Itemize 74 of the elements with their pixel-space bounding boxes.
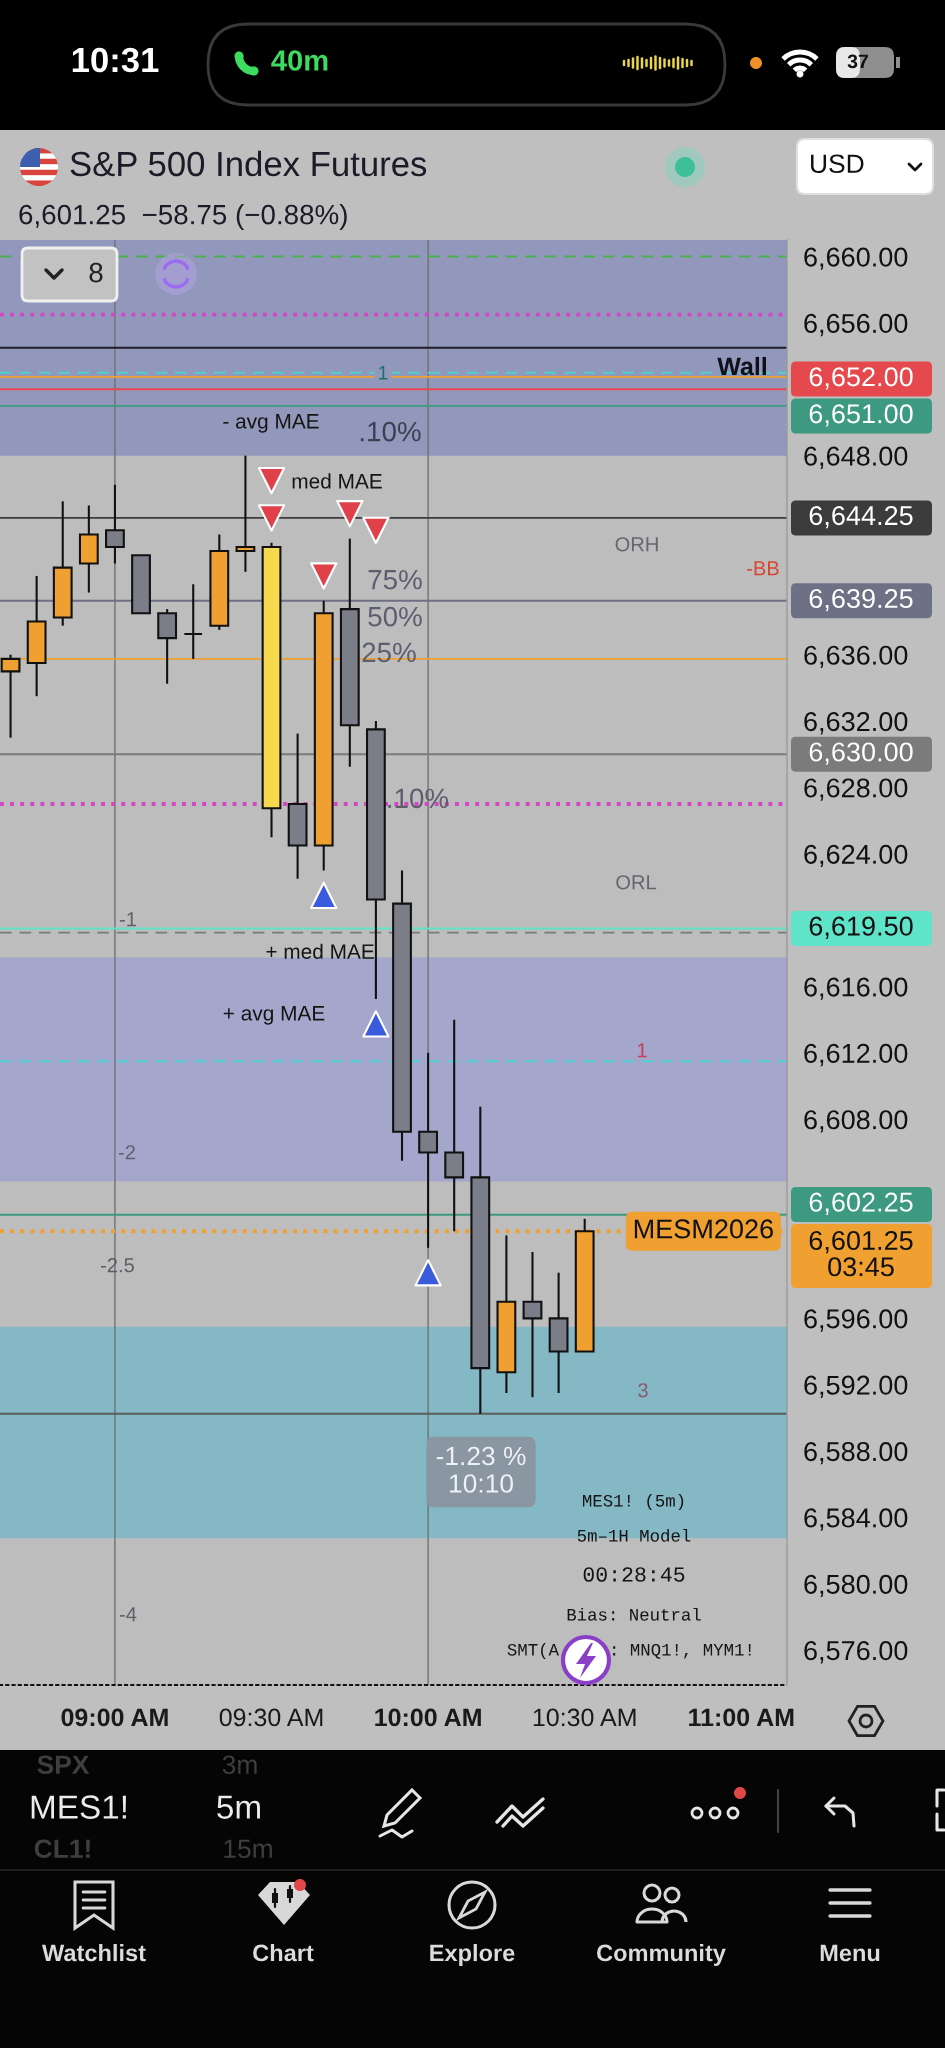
annotation: - avg MAE [223,414,319,433]
annotation: -BB [747,561,779,576]
annotation: 1 [637,1043,647,1058]
y-tick-label: 6,624.00 [804,844,908,868]
ref-line-label: 6,619.50 [809,916,913,939]
annotation: 25% [362,642,416,663]
annotation: 5m–1H Model [577,1528,691,1542]
annotation: + med MAE [266,943,374,959]
y-tick-label: 6,588.00 [804,1441,908,1465]
annotation: -2.5 [100,1258,134,1273]
text: 10:31 [72,47,159,73]
annotation: -4 [119,1607,137,1622]
y-tick-label: 6,660.00 [804,247,908,270]
text: SPX [37,1755,90,1775]
annotation: 00:28:45 [583,1567,685,1582]
ref-line-label: 6,644.25 [809,505,913,529]
annotation: -1.23 % 10:10 [436,1446,526,1493]
annotation: Wall [717,356,766,376]
x-tick-label: 10:30 AM [533,1708,636,1727]
ref-line-label: 6,639.25 [809,588,913,612]
y-tick-label: 6,628.00 [804,778,908,801]
text: 40m [271,50,328,71]
chart-subtitle: 6,601.25 −58.75 (−0.88%) [19,204,347,230]
x-tick-label: 09:30 AM [219,1708,323,1727]
ref-line-label: 6,601.25 03:45 [809,1230,913,1277]
annotation: + avg MAE [223,1006,325,1025]
ref-line-label: 6,652.00 [809,367,913,390]
text: Explore [430,1943,515,1966]
annotation: MES1! (5m) [583,1493,684,1511]
text: Watchlist [41,1943,146,1962]
text: Chart [253,1943,314,1962]
y-tick-label: 6,592.00 [804,1375,908,1398]
y-tick-label: 6,648.00 [804,446,908,469]
y-tick-label: 6,616.00 [804,977,908,1000]
annotation: 8 [89,262,103,283]
ref-line-label: 6,630.00 [809,742,913,765]
annotation: 50% [368,606,422,627]
y-tick-label: 6,596.00 [804,1309,908,1332]
y-tick-label: 6,580.00 [804,1574,908,1598]
y-tick-label: 6,608.00 [804,1110,908,1133]
annotation: 1 [379,366,388,380]
annotation: ORL [616,875,657,890]
annotation: med MAE [292,473,382,489]
chart-title: S&P 500 Index Futures [70,150,427,177]
ref-line-label: 6,602.25 [809,1192,913,1215]
text: MES1! [31,1795,126,1819]
text: CL1! [34,1839,90,1859]
annotation: -2 [118,1145,135,1160]
text: Community [597,1943,726,1966]
annotation: 75% [368,569,422,590]
y-tick-label: 6,656.00 [804,313,908,337]
text: 5m [217,1795,260,1819]
annotation: : MNQ1!, MYM1! [613,1643,751,1659]
y-tick-label: 6,584.00 [804,1508,908,1531]
y-tick-label: 6,636.00 [804,645,908,669]
y-tick-label: 6,612.00 [804,1043,908,1067]
y-tick-label: 6,576.00 [804,1641,908,1664]
x-tick-label: 10:00 AM [375,1708,481,1727]
text: USD [811,154,864,174]
annotation: ORH [615,537,658,552]
annotation: SMT(A [507,1642,559,1660]
x-tick-label: 09:00 AM [61,1708,168,1727]
text: Menu [820,1944,880,1962]
annotation: 3 [638,1383,648,1398]
y-tick-label: 6,632.00 [804,712,908,735]
text: 37 [847,54,868,69]
annotation: Bias: Neutral [567,1607,701,1621]
annotation: -1 [119,912,136,927]
x-tick-label: 11:00 AM [689,1708,794,1727]
annotation: .10% [360,421,421,442]
ref-line-label: 6,651.00 [809,404,913,427]
text: 15m [224,1839,272,1859]
annotation: MESM2026 [634,1219,773,1239]
text: 3m [222,1755,257,1775]
